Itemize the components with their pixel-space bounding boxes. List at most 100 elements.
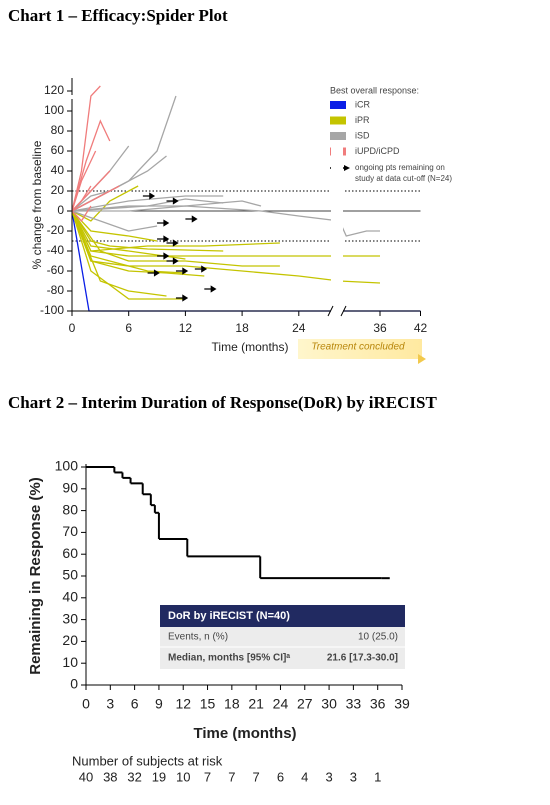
- patient-line: [71, 210, 224, 252]
- patient-line: [71, 205, 92, 223]
- patient-line: [71, 150, 97, 212]
- ongoing-arrow: [175, 267, 189, 275]
- at-risk-count: 38: [103, 769, 117, 784]
- x-tick-label: 15: [200, 696, 216, 712]
- x-tick-label: 42: [414, 321, 428, 335]
- ongoing-arrow: [175, 294, 189, 302]
- at-risk-count: 7: [204, 769, 211, 784]
- at-risk-count: 40: [79, 769, 93, 784]
- arrow-shape: [157, 252, 170, 260]
- arrow-shape: [147, 269, 160, 277]
- ongoing-arrow: [166, 257, 179, 265]
- legend-swatch: [330, 101, 346, 109]
- legend-swatch: [330, 116, 346, 125]
- ongoing-arrow: [194, 265, 208, 273]
- x-tick-label: 39: [394, 696, 410, 712]
- ongoing-arrow: [185, 215, 198, 223]
- x-tick-label: 18: [224, 696, 240, 712]
- at-risk-count: 10: [176, 769, 190, 784]
- y-tick-label: 40: [51, 163, 65, 177]
- x-tick-label: 12: [175, 696, 191, 712]
- at-risk-count: 7: [228, 769, 235, 784]
- x-tick-label: 21: [248, 696, 264, 712]
- at-risk-count: 32: [127, 769, 141, 784]
- y-tick-label: -60: [47, 263, 65, 277]
- patient-line: [71, 210, 167, 297]
- y-tick-label: -80: [47, 283, 65, 297]
- patient-line: [71, 119, 111, 212]
- x-tick-label: 24: [292, 321, 306, 335]
- patient-line: [71, 210, 186, 260]
- legend-title: Best overall response:: [330, 85, 419, 95]
- arrow-shape: [157, 219, 170, 227]
- table-cell: Events, n (%): [168, 632, 228, 643]
- patient-line: [71, 210, 280, 252]
- y-tick-label: 100: [55, 458, 79, 474]
- table-body-bg: [160, 627, 405, 669]
- x-tick-label: 24: [273, 696, 289, 712]
- arrow-shape: [166, 239, 179, 247]
- arrow-shape: [185, 215, 198, 223]
- ongoing-arrow: [166, 239, 179, 247]
- arrow-shape: [142, 192, 156, 200]
- x-axis-label: Time (months): [193, 725, 296, 742]
- legend-label: iCR: [355, 99, 370, 109]
- x-tick-label: 30: [321, 696, 337, 712]
- y-tick-label: 50: [62, 567, 78, 583]
- patient-line: [71, 210, 186, 300]
- x-tick-label: 9: [155, 696, 163, 712]
- y-tick-label: 10: [62, 654, 78, 670]
- patient-line: [71, 210, 205, 277]
- chart-title: Chart 2 – Interim Duration of Response(D…: [8, 393, 437, 412]
- table-header: DoR by iRECIST (N=40): [168, 610, 290, 622]
- legend-arrow-head: [344, 165, 350, 171]
- y-tick-label: 60: [51, 143, 65, 157]
- at-risk-label: Number of subjects at risk: [72, 753, 223, 768]
- x-axis-label: Time (months): [212, 340, 289, 354]
- at-risk-count: 6: [277, 769, 284, 784]
- patient-line: [71, 210, 186, 274]
- ongoing-arrow: [166, 197, 179, 205]
- at-risk-count: 3: [350, 769, 357, 784]
- x-tick-label: 6: [131, 696, 139, 712]
- x-tick-label: 36: [373, 321, 387, 335]
- x-tick-label: 3: [106, 696, 114, 712]
- patient-line: [71, 185, 92, 212]
- at-risk-count: 19: [152, 769, 166, 784]
- arrow-shape: [194, 265, 208, 273]
- ongoing-arrow: [157, 219, 170, 227]
- patient-line: [71, 190, 110, 212]
- x-tick-label: 6: [125, 321, 132, 335]
- y-tick-label: -20: [47, 223, 65, 237]
- x-tick-label: 0: [69, 321, 76, 335]
- ongoing-arrow: [147, 269, 160, 277]
- y-tick-label: 40: [62, 589, 78, 605]
- patient-line: [72, 205, 380, 237]
- x-tick-label: 33: [346, 696, 362, 712]
- y-tick-label: 80: [62, 501, 78, 517]
- at-risk-count: 7: [253, 769, 260, 784]
- y-tick-label: 70: [62, 523, 78, 539]
- legend-note: ongoing pts remaining on: [355, 163, 445, 172]
- x-tick-label: 36: [370, 696, 386, 712]
- x-tick-label: 27: [297, 696, 313, 712]
- ongoing-arrow: [204, 285, 217, 293]
- at-risk-count: 4: [301, 769, 308, 784]
- y-tick-label: 90: [62, 480, 78, 496]
- arrow-shape: [166, 257, 179, 265]
- table-header-bg: [160, 605, 405, 627]
- legend-label: iPR: [355, 115, 370, 125]
- patient-line: [71, 210, 158, 232]
- patient-line: [71, 195, 224, 212]
- legend-note: study at data cut-off (N=24): [355, 174, 452, 183]
- arrow-shape: [166, 197, 179, 205]
- axis-break: [331, 140, 343, 315]
- legend-swatch: [330, 132, 346, 140]
- legend-label: iSD: [355, 130, 370, 140]
- y-tick-label: 30: [62, 610, 78, 626]
- y-tick-label: 100: [44, 103, 64, 117]
- at-risk-count: 1: [374, 769, 381, 784]
- y-tick-label: 60: [62, 545, 78, 561]
- y-tick-label: -100: [40, 303, 64, 317]
